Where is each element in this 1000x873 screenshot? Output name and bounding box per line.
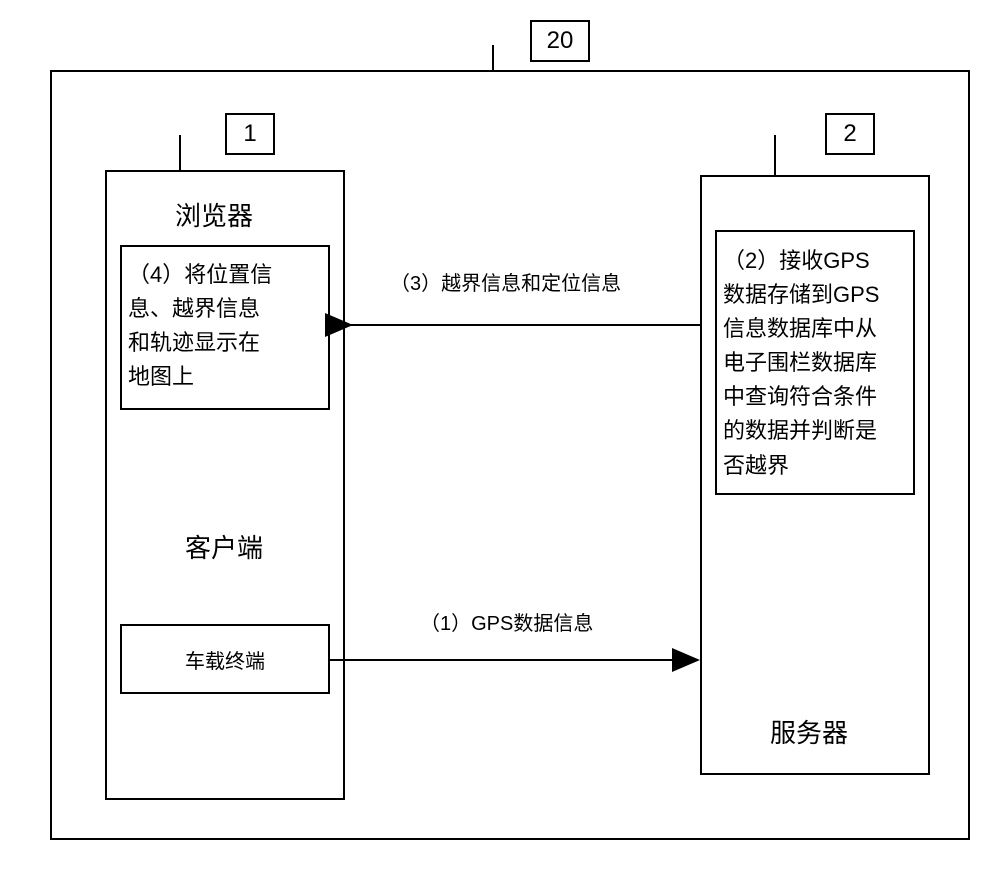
- diagram-canvas: 20 1 浏览器 （4）将位置信 息、越界信息 和轨迹显示在 地图上 客户端 车…: [0, 0, 1000, 873]
- edge-gps-data: [0, 0, 1000, 873]
- edge-gps-label: （1）GPS数据信息: [420, 610, 593, 638]
